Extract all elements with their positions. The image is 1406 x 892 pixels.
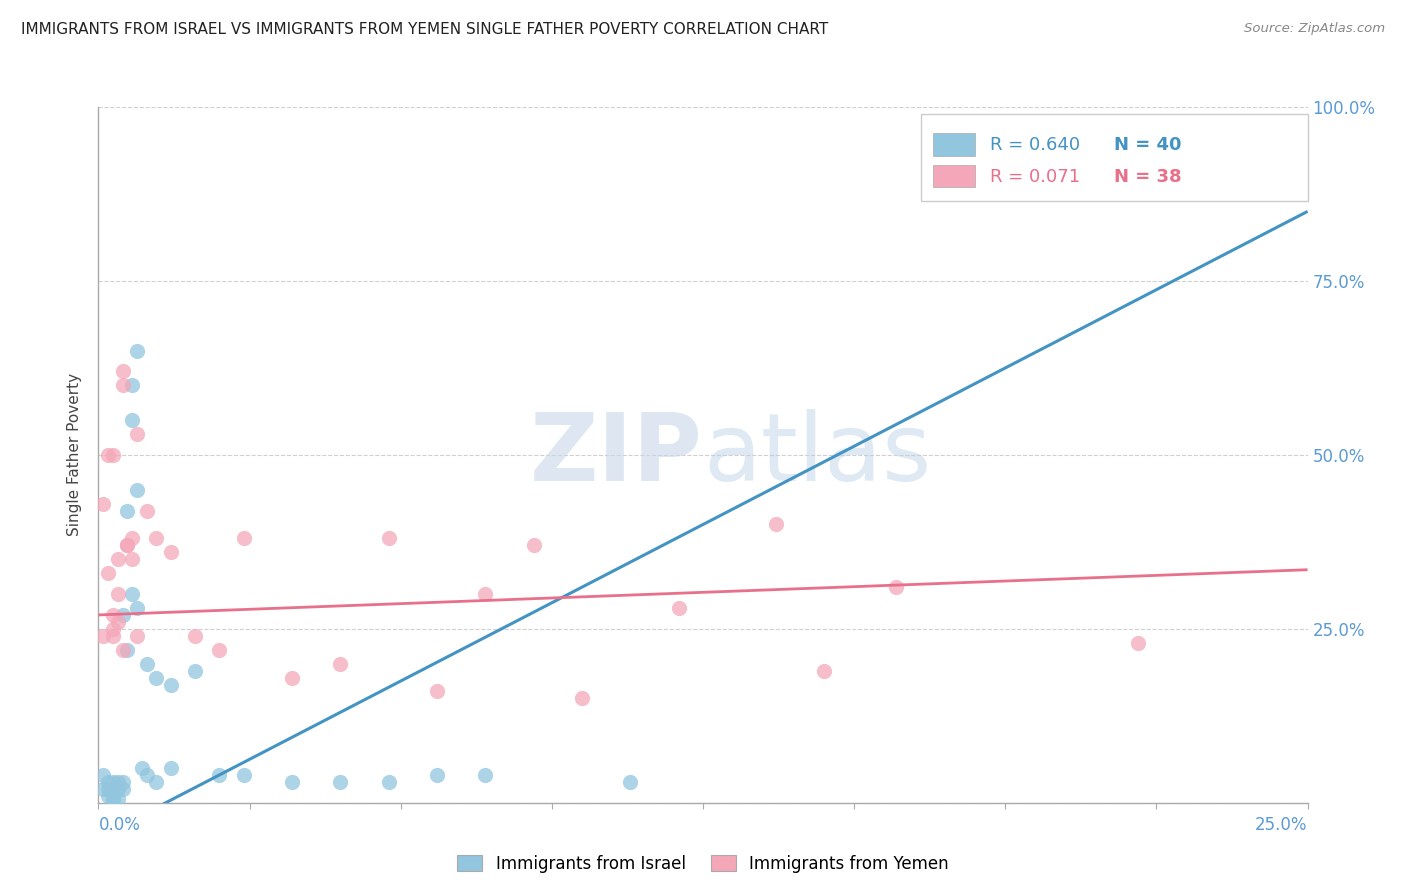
Point bbox=[97, 775, 120, 789]
Point bbox=[426, 768, 449, 782]
Point bbox=[145, 532, 167, 546]
Point bbox=[145, 671, 167, 685]
Point bbox=[111, 781, 134, 796]
Text: atlas: atlas bbox=[703, 409, 931, 501]
Point bbox=[668, 601, 690, 615]
Point bbox=[91, 497, 114, 511]
Point bbox=[101, 775, 124, 789]
Point bbox=[101, 792, 124, 806]
FancyBboxPatch shape bbox=[921, 114, 1308, 201]
Point bbox=[107, 775, 129, 789]
Point bbox=[121, 587, 143, 601]
Y-axis label: Single Father Poverty: Single Father Poverty bbox=[67, 374, 83, 536]
Point bbox=[97, 781, 120, 796]
Point bbox=[111, 378, 134, 392]
Point bbox=[117, 642, 139, 657]
Point bbox=[101, 629, 124, 643]
Point bbox=[131, 761, 153, 775]
Point bbox=[232, 532, 254, 546]
Point bbox=[117, 538, 139, 552]
Text: 0.0%: 0.0% bbox=[98, 816, 141, 834]
Point bbox=[474, 768, 496, 782]
Point bbox=[111, 364, 134, 378]
Point bbox=[329, 657, 352, 671]
Point bbox=[97, 566, 120, 581]
Point bbox=[127, 601, 149, 615]
Point bbox=[101, 448, 124, 462]
Point bbox=[117, 503, 139, 517]
Point bbox=[101, 789, 124, 803]
Point bbox=[160, 545, 183, 559]
Point bbox=[1128, 636, 1150, 650]
Point bbox=[111, 775, 134, 789]
Point bbox=[97, 448, 120, 462]
Legend: Immigrants from Israel, Immigrants from Yemen: Immigrants from Israel, Immigrants from … bbox=[451, 848, 955, 880]
Point bbox=[91, 781, 114, 796]
Point bbox=[619, 775, 641, 789]
Point bbox=[474, 587, 496, 601]
Point bbox=[426, 684, 449, 698]
Point bbox=[377, 775, 399, 789]
FancyBboxPatch shape bbox=[932, 165, 976, 187]
Point bbox=[97, 789, 120, 803]
Point bbox=[121, 552, 143, 566]
Text: R = 0.071: R = 0.071 bbox=[990, 168, 1080, 186]
Point bbox=[101, 792, 124, 806]
FancyBboxPatch shape bbox=[932, 134, 976, 156]
Point bbox=[101, 622, 124, 636]
Point bbox=[135, 768, 157, 782]
Point bbox=[523, 538, 546, 552]
Point bbox=[571, 691, 593, 706]
Point bbox=[117, 538, 139, 552]
Point bbox=[184, 664, 207, 678]
Point bbox=[121, 532, 143, 546]
Text: R = 0.640: R = 0.640 bbox=[990, 136, 1080, 154]
Point bbox=[281, 671, 304, 685]
Point bbox=[127, 343, 149, 358]
Point bbox=[232, 768, 254, 782]
Point bbox=[160, 677, 183, 691]
Point bbox=[377, 532, 399, 546]
Point bbox=[101, 607, 124, 622]
Text: Source: ZipAtlas.com: Source: ZipAtlas.com bbox=[1244, 22, 1385, 36]
Point bbox=[160, 761, 183, 775]
Point bbox=[208, 768, 231, 782]
Point bbox=[145, 775, 167, 789]
Point bbox=[886, 580, 908, 594]
Point bbox=[813, 664, 835, 678]
Point bbox=[91, 629, 114, 643]
Point bbox=[107, 552, 129, 566]
Point bbox=[107, 792, 129, 806]
Point bbox=[127, 483, 149, 497]
Text: ZIP: ZIP bbox=[530, 409, 703, 501]
Point bbox=[107, 615, 129, 629]
Point bbox=[121, 413, 143, 427]
Point bbox=[135, 657, 157, 671]
Point bbox=[101, 781, 124, 796]
Point bbox=[127, 427, 149, 442]
Point bbox=[765, 517, 787, 532]
Point bbox=[111, 607, 134, 622]
Text: N = 40: N = 40 bbox=[1114, 136, 1181, 154]
Point bbox=[107, 587, 129, 601]
Point bbox=[184, 629, 207, 643]
Text: N = 38: N = 38 bbox=[1114, 168, 1181, 186]
Point bbox=[329, 775, 352, 789]
Point bbox=[121, 378, 143, 392]
Point bbox=[107, 781, 129, 796]
Point bbox=[111, 642, 134, 657]
Point bbox=[281, 775, 304, 789]
Point bbox=[208, 642, 231, 657]
Text: 25.0%: 25.0% bbox=[1256, 816, 1308, 834]
Point bbox=[127, 629, 149, 643]
Point bbox=[135, 503, 157, 517]
Text: IMMIGRANTS FROM ISRAEL VS IMMIGRANTS FROM YEMEN SINGLE FATHER POVERTY CORRELATIO: IMMIGRANTS FROM ISRAEL VS IMMIGRANTS FRO… bbox=[21, 22, 828, 37]
Point bbox=[91, 768, 114, 782]
